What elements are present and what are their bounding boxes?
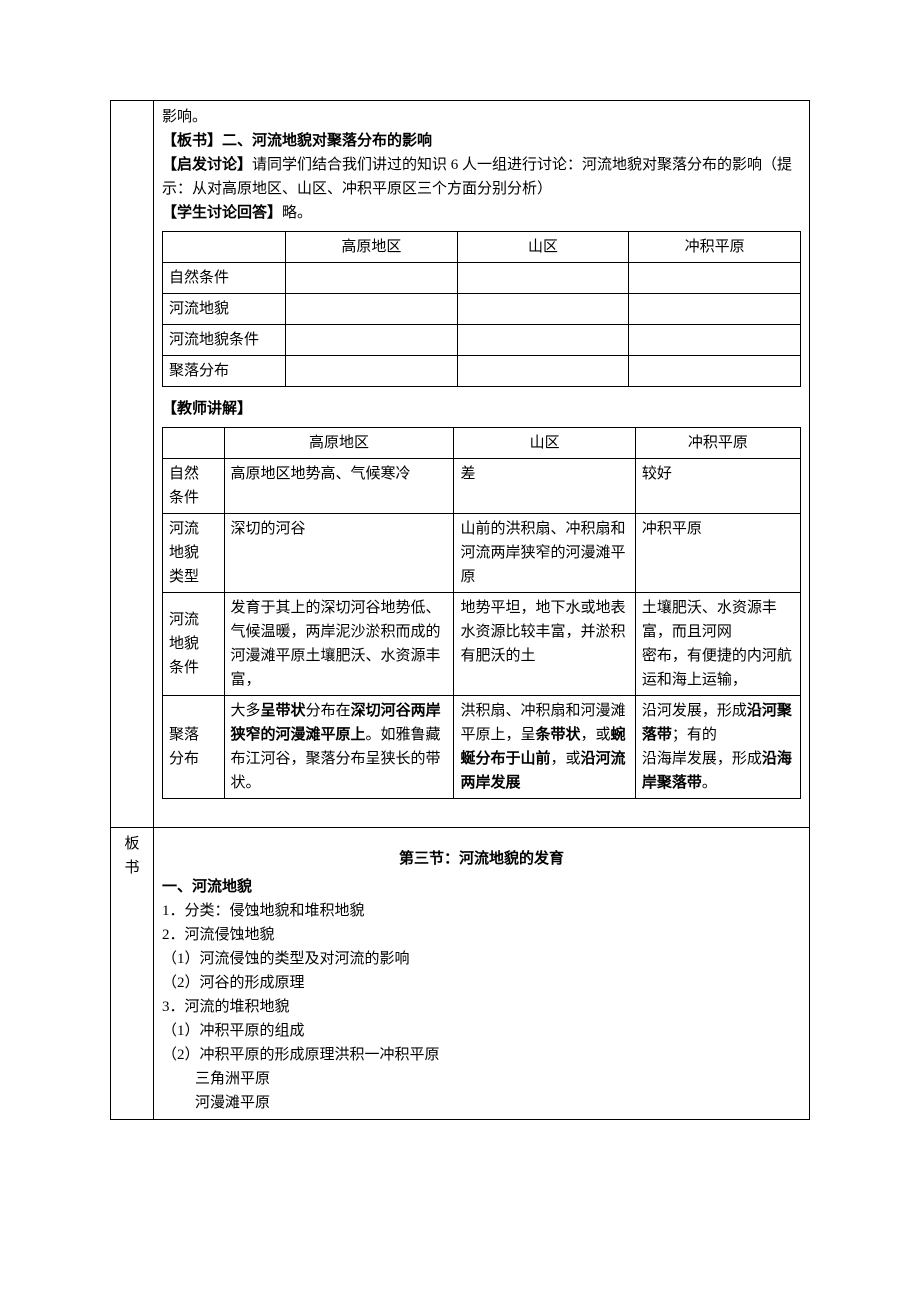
table-cell: [629, 356, 801, 387]
discussion-line: 【启发讨论】请同学们结合我们讲过的知识 6 人一组进行讨论：河流地貌对聚落分布的…: [162, 153, 801, 201]
table-cell: [457, 294, 629, 325]
table-row: 影响。 【板书】二、河流地貌对聚落分布的影响 【启发讨论】请同学们结合我们讲过的…: [111, 101, 810, 828]
table-cell: [457, 263, 629, 294]
table-cell: 较好: [635, 459, 800, 514]
left-margin-cell: [111, 101, 154, 828]
table-cell: [629, 294, 801, 325]
bold-text: 条带状: [535, 727, 580, 743]
table-header: 山区: [454, 428, 635, 459]
row-label: 自然条件: [163, 263, 286, 294]
table-cell: 发育于其上的深切河谷地势低、气候温暖，两岸泥沙淤积而成的河漫滩平原土壤肥沃、水资…: [224, 593, 454, 696]
text: 沿河发展，形成: [642, 703, 747, 719]
text: 分布在: [306, 703, 351, 719]
table-cell: 大多呈带状分布在深切河谷两岸狭窄的河漫滩平原上。如雅鲁藏布江河谷，聚落分布呈狭长…: [224, 696, 454, 799]
discussion-text: 请同学们结合我们讲过的知识 6 人一组进行讨论：河流地貌对聚落分布的影响（提示：…: [162, 157, 792, 197]
row-label: 聚落分布: [163, 356, 286, 387]
table-cell: 高原地区地势高、气候寒冷: [224, 459, 454, 514]
table-header: [163, 232, 286, 263]
board-content-cell: 第三节：河流地貌的发育 一、河流地貌 1．分类：侵蚀地貌和堆积地貌 2．河流侵蚀…: [154, 828, 810, 1120]
bracket-label: 【启发讨论】: [162, 157, 252, 173]
text: 大多: [231, 703, 261, 719]
table-header: [163, 428, 225, 459]
row-label: 河流地貌条件: [163, 325, 286, 356]
row-label: 自然条件: [163, 459, 225, 514]
table-row: 高原地区 山区 冲积平原: [163, 428, 801, 459]
table-cell: 土壤肥沃、水资源丰富，而且河网 密布，有便捷的内河航运和海上运输，: [635, 593, 800, 696]
outline-subitem: （2）冲积平原的形成原理洪积一冲积平原: [162, 1043, 801, 1067]
table-cell: [457, 325, 629, 356]
table-cell: 洪积扇、冲积扇和河漫滩平原上，呈条带状，或蜿蜒分布于山前，或沿河流两岸发展: [454, 696, 635, 799]
table-header: 冲积平原: [635, 428, 800, 459]
table-header: 高原地区: [286, 232, 458, 263]
student-answer-tail: 略。: [282, 205, 312, 221]
row-label: 聚落分布: [163, 696, 225, 799]
table-row: 自然条件 高原地区地势高、气候寒冷 差 较好: [163, 459, 801, 514]
bracket-label: 【教师讲解】: [162, 401, 252, 417]
table-cell: 沿河发展，形成沿河聚落带；有的 沿海岸发展，形成沿海岸聚落带。: [635, 696, 800, 799]
document-page: 影响。 【板书】二、河流地貌对聚落分布的影响 【启发讨论】请同学们结合我们讲过的…: [0, 0, 920, 1302]
table-cell: [457, 356, 629, 387]
worksheet-blank-table: 高原地区 山区 冲积平原 自然条件 河流地貌 河流地貌条件: [162, 231, 801, 387]
table-row: 河流地貌条件 发育于其上的深切河谷地势低、气候温暖，两岸泥沙淤积而成的河漫滩平原…: [163, 593, 801, 696]
row-label: 河流地貌条件: [163, 593, 225, 696]
table-cell: 冲积平原: [635, 514, 800, 593]
table-row: 板书 第三节：河流地貌的发育 一、河流地貌 1．分类：侵蚀地貌和堆积地貌 2．河…: [111, 828, 810, 1120]
text: ，或: [581, 727, 611, 743]
outline-item: 3．河流的堆积地貌: [162, 995, 801, 1019]
table-cell: [286, 356, 458, 387]
outline-subitem: （1）河流侵蚀的类型及对河流的影响: [162, 947, 801, 971]
section-title: 第三节：河流地貌的发育: [162, 847, 801, 871]
banshu-title: 二、河流地貌对聚落分布的影响: [222, 133, 432, 149]
table-cell: [286, 263, 458, 294]
table-header: 高原地区: [224, 428, 454, 459]
table-header: 山区: [457, 232, 629, 263]
paragraph: 影响。: [162, 105, 801, 129]
text: ，或: [550, 751, 580, 767]
bracket-label: 【板书】: [162, 133, 222, 149]
outline-subsubitem: 河漫滩平原: [162, 1091, 801, 1115]
row-label: 河流地貌类型: [163, 514, 225, 593]
heading-1: 一、河流地貌: [162, 875, 801, 899]
banshu-line: 【板书】二、河流地貌对聚落分布的影响: [162, 129, 801, 153]
bold-text: 呈带状: [261, 703, 306, 719]
table-row: 自然条件: [163, 263, 801, 294]
teacher-detail-table: 高原地区 山区 冲积平原 自然条件 高原地区地势高、气候寒冷 差 较好 河流地貌…: [162, 427, 801, 799]
main-content-cell: 影响。 【板书】二、河流地貌对聚落分布的影响 【启发讨论】请同学们结合我们讲过的…: [154, 101, 810, 828]
bracket-label: 【学生讨论回答】: [162, 205, 282, 221]
text: 。: [702, 775, 717, 791]
table-row: 高原地区 山区 冲积平原: [163, 232, 801, 263]
table-cell: [629, 325, 801, 356]
outline-subsubitem: 三角洲平原: [162, 1067, 801, 1091]
table-header: 冲积平原: [629, 232, 801, 263]
row-label: 河流地貌: [163, 294, 286, 325]
table-cell: 差: [454, 459, 635, 514]
banshu-side-label: 板书: [111, 828, 154, 1120]
table-row: 聚落分布: [163, 356, 801, 387]
table-row: 河流地貌类型 深切的河谷 山前的洪积扇、冲积扇和河流两岸狭窄的河漫滩平原 冲积平…: [163, 514, 801, 593]
text: ；有的: [672, 727, 717, 743]
outline-subitem: （1）冲积平原的组成: [162, 1019, 801, 1043]
table-row: 聚落分布 大多呈带状分布在深切河谷两岸狭窄的河漫滩平原上。如雅鲁藏布江河谷，聚落…: [163, 696, 801, 799]
table-cell: 地势平坦，地下水或地表水资源比较丰富，并淤积有肥沃的土: [454, 593, 635, 696]
outline-item: 1．分类：侵蚀地貌和堆积地貌: [162, 899, 801, 923]
table-cell: 山前的洪积扇、冲积扇和河流两岸狭窄的河漫滩平原: [454, 514, 635, 593]
table-cell: [629, 263, 801, 294]
student-answer-line: 【学生讨论回答】略。: [162, 201, 801, 225]
table-cell: [286, 325, 458, 356]
outer-layout-table: 影响。 【板书】二、河流地貌对聚落分布的影响 【启发讨论】请同学们结合我们讲过的…: [110, 100, 810, 1120]
outline-subitem: （2）河谷的形成原理: [162, 971, 801, 995]
text: 土壤肥沃、水资源丰富，而且河网: [642, 600, 777, 640]
table-cell: [286, 294, 458, 325]
table-row: 河流地貌条件: [163, 325, 801, 356]
table-cell: 深切的河谷: [224, 514, 454, 593]
teacher-explain-label: 【教师讲解】: [162, 397, 801, 421]
table-row: 河流地貌: [163, 294, 801, 325]
text: 沿海岸发展，形成: [642, 751, 762, 767]
text: 密布，有便捷的内河航运和海上运输，: [642, 648, 792, 688]
outline-item: 2．河流侵蚀地貌: [162, 923, 801, 947]
